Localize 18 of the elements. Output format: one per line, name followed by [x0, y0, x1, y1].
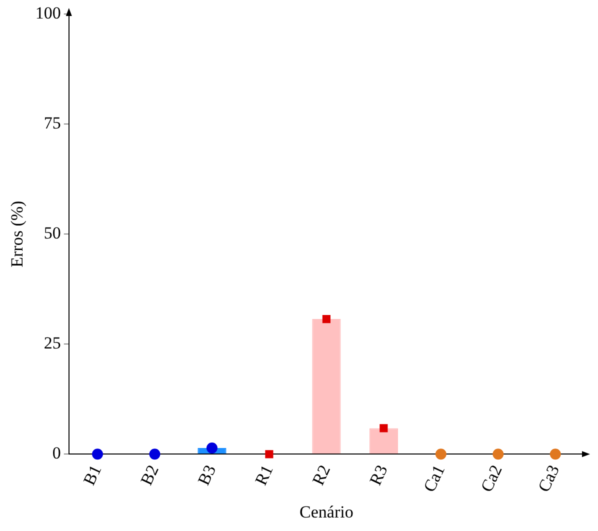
y-tick-label: 0 [52, 444, 61, 463]
y-axis-title: Erros (%) [8, 200, 27, 268]
y-tick-label: 25 [44, 334, 61, 353]
x-tick-label: R1 [251, 462, 277, 488]
x-tick-label: B2 [136, 462, 162, 488]
x-tick-label: B3 [194, 462, 220, 488]
x-axis-title: Cenário [300, 502, 354, 522]
x-tick-label: R2 [308, 462, 334, 488]
x-tick-label: Ca3 [534, 462, 564, 495]
x-tick-label: B1 [80, 462, 106, 488]
bar [312, 319, 341, 454]
y-tick-label: 50 [44, 224, 61, 243]
y-tick-label: 75 [44, 114, 61, 133]
bar [369, 428, 398, 454]
x-tick-label: R3 [366, 462, 392, 488]
y-tick-label: 100 [35, 3, 61, 22]
x-tick-label: Ca1 [420, 462, 449, 495]
x-tick-label: Ca2 [477, 462, 506, 495]
